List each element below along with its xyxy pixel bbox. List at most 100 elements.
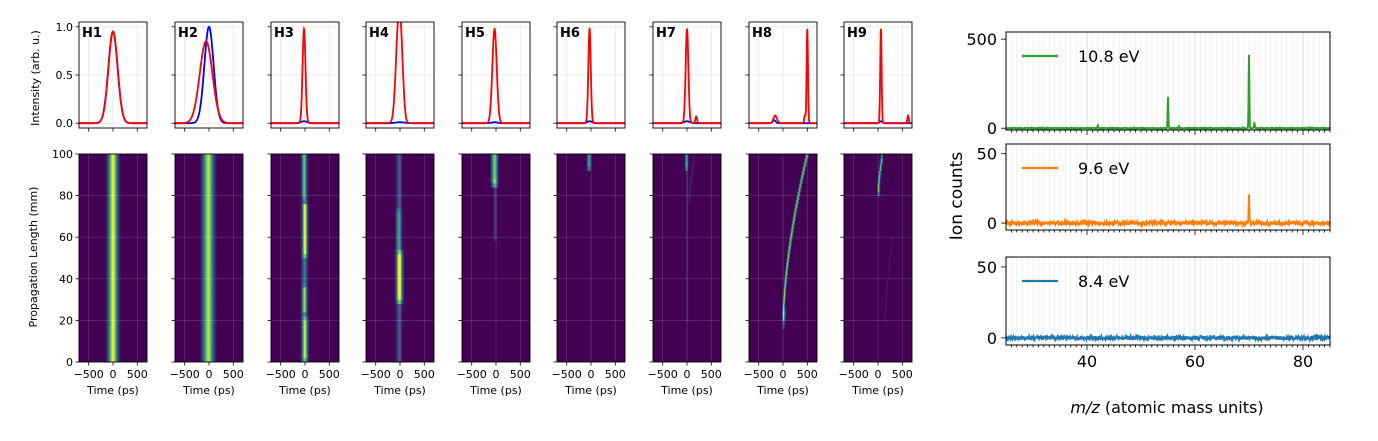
map-cell <box>214 237 217 242</box>
map-cell <box>211 216 214 221</box>
map-cell <box>106 158 108 163</box>
map-cell <box>490 166 492 171</box>
map-cell <box>209 166 212 171</box>
map-cell <box>106 162 108 167</box>
map-cell <box>208 266 210 271</box>
map-cell <box>400 303 403 309</box>
map-cell <box>400 241 402 246</box>
map-cell <box>214 282 217 288</box>
map-cell <box>302 324 304 330</box>
map-cell <box>687 303 689 309</box>
map-cell <box>397 320 399 325</box>
map-cell <box>209 170 211 176</box>
map-cell <box>398 183 400 188</box>
map-cell <box>399 237 401 242</box>
map-cell <box>113 316 116 321</box>
map-cell <box>400 162 403 167</box>
map-cell <box>105 237 107 242</box>
map-cell <box>307 303 310 309</box>
map-cell <box>395 349 397 354</box>
map-cell <box>209 195 211 201</box>
map-cell <box>107 316 109 321</box>
map-cell <box>119 241 122 246</box>
map-cell <box>211 278 214 284</box>
map-cell <box>110 262 112 267</box>
map-cell <box>112 249 114 255</box>
map-cell <box>110 228 112 234</box>
map-cell <box>304 307 306 313</box>
map-cell <box>306 216 309 221</box>
map-cell <box>204 166 206 171</box>
map-cell <box>207 187 209 192</box>
profile-lines <box>844 28 912 125</box>
map-cell <box>397 299 399 305</box>
map-cell <box>300 278 302 284</box>
map-cell <box>208 287 210 292</box>
map-cell <box>109 212 111 217</box>
map-cell <box>493 224 495 230</box>
map-cell <box>207 174 209 180</box>
map-cell <box>208 328 210 334</box>
map-cell <box>106 253 108 259</box>
map-cell <box>305 349 307 354</box>
map-cell <box>300 216 302 221</box>
map-cell <box>209 337 212 342</box>
map-cell <box>105 349 107 354</box>
map-cell <box>209 245 212 250</box>
spectrum-line <box>1005 194 1331 229</box>
map-cell <box>117 295 120 300</box>
map-cell <box>400 303 402 309</box>
map-cell <box>307 170 310 176</box>
map-panel-h6 <box>553 153 626 366</box>
map-cell <box>398 224 400 230</box>
map-cell <box>200 237 202 242</box>
map-cell <box>691 162 694 167</box>
map-cell <box>211 253 214 259</box>
map-cell <box>202 178 204 184</box>
map-cell <box>687 178 689 184</box>
map-cell <box>113 262 116 267</box>
map-cell <box>491 158 493 163</box>
map-cell <box>108 166 110 171</box>
map-cell <box>106 224 108 230</box>
map-cell <box>113 249 115 255</box>
spectrum-ytick-label: 50 <box>977 145 997 164</box>
map-cell <box>110 162 112 167</box>
map-cell <box>213 262 216 267</box>
map-cell <box>201 282 203 288</box>
map-cell <box>201 312 203 317</box>
map-cell <box>206 291 208 296</box>
map-cell <box>202 237 204 242</box>
map-cell <box>205 224 207 230</box>
map-cell <box>401 328 404 334</box>
map-cell <box>305 282 307 288</box>
map-cell <box>115 191 118 196</box>
map-cell <box>396 241 398 246</box>
map-cell <box>686 208 688 213</box>
map-cell <box>301 332 303 338</box>
map-cell <box>305 282 308 288</box>
map-cell <box>400 174 403 180</box>
map-cell <box>399 353 401 359</box>
map-cell <box>212 170 215 176</box>
map-cell <box>116 158 119 163</box>
map-cell <box>202 345 204 350</box>
map-cell <box>400 199 402 205</box>
map-cell <box>113 295 115 300</box>
map-cell <box>305 187 308 192</box>
map-cell <box>877 178 879 184</box>
map-cell <box>115 353 118 359</box>
map-cell <box>300 274 302 280</box>
map-cell <box>213 228 216 234</box>
map-cell <box>106 199 108 205</box>
map-cell <box>684 162 686 167</box>
map-cell <box>200 233 202 238</box>
map-cell <box>806 158 808 163</box>
map-cell <box>200 166 202 171</box>
map-cell <box>305 191 307 196</box>
map-cell <box>398 154 400 159</box>
map-cell <box>300 258 302 263</box>
map-cell <box>112 241 114 246</box>
map-cell <box>204 282 206 288</box>
map-cell <box>119 245 122 250</box>
